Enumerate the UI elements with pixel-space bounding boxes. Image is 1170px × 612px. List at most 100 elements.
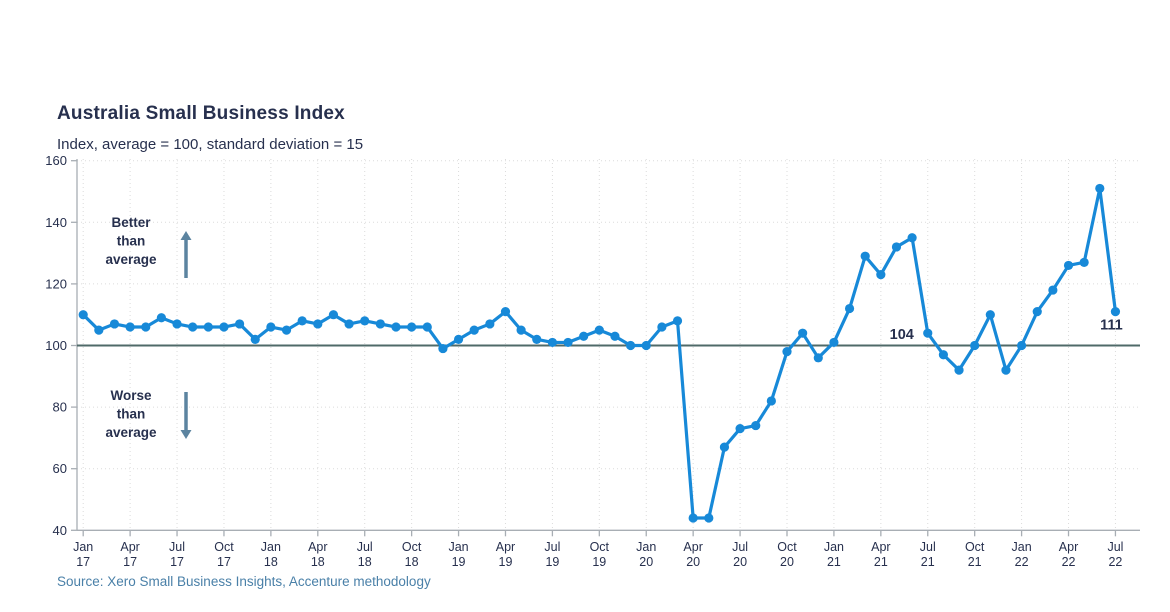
index-line bbox=[81, 186, 1118, 520]
x-tick-label-year: 18 bbox=[311, 555, 325, 569]
data-point bbox=[391, 322, 401, 332]
data-point bbox=[1095, 183, 1105, 194]
x-tick-label-year: 20 bbox=[686, 555, 700, 569]
x-tick-label-month: Jan bbox=[636, 540, 656, 554]
data-point bbox=[672, 316, 683, 326]
x-tick-label-year: 18 bbox=[358, 555, 372, 569]
point-label: 111 bbox=[1100, 318, 1123, 334]
data-point bbox=[125, 322, 135, 332]
x-tick-label-year: 21 bbox=[921, 555, 935, 569]
x-tick-label-month: Jan bbox=[261, 540, 281, 554]
x-tick-label-month: Apr bbox=[496, 540, 515, 554]
data-point bbox=[1017, 340, 1027, 351]
data-point bbox=[219, 322, 229, 332]
data-point bbox=[688, 513, 698, 523]
x-tick-label-year: 21 bbox=[968, 555, 982, 569]
x-tick-label-month: Oct bbox=[214, 540, 234, 554]
data-point bbox=[626, 340, 636, 351]
data-point bbox=[453, 334, 464, 344]
x-tick-label-month: Apr bbox=[308, 540, 327, 554]
data-point bbox=[156, 313, 166, 323]
data-point bbox=[141, 322, 151, 332]
data-point bbox=[735, 424, 745, 434]
data-point bbox=[1048, 285, 1058, 295]
x-tick-label-year: 17 bbox=[123, 555, 137, 569]
data-point bbox=[78, 310, 88, 320]
x-tick-label-year: 21 bbox=[874, 555, 888, 569]
y-tick-label: 160 bbox=[45, 153, 67, 168]
x-tick-label-month: Oct bbox=[590, 540, 610, 554]
data-point bbox=[579, 331, 589, 341]
data-point bbox=[891, 242, 902, 252]
data-point bbox=[516, 325, 526, 335]
data-point bbox=[266, 322, 276, 332]
data-point bbox=[1001, 365, 1011, 375]
data-point bbox=[813, 353, 823, 363]
y-tick-label: 40 bbox=[53, 523, 67, 538]
x-tick-label-year: 22 bbox=[1015, 555, 1029, 569]
data-point bbox=[782, 347, 792, 357]
chart-subtitle: Index, average = 100, standard deviation… bbox=[57, 136, 364, 153]
y-tick-label: 60 bbox=[53, 461, 67, 476]
x-tick-label-month: Jul bbox=[357, 540, 373, 554]
x-tick-label-year: 19 bbox=[452, 555, 466, 569]
data-point bbox=[594, 325, 604, 335]
data-point bbox=[985, 310, 995, 320]
data-point bbox=[547, 337, 558, 348]
data-point bbox=[360, 316, 370, 326]
x-tick-label-year: 22 bbox=[1108, 555, 1122, 569]
x-tick-label-month: Apr bbox=[683, 540, 702, 554]
data-point bbox=[1110, 307, 1121, 317]
data-point bbox=[719, 442, 730, 452]
x-tick-label-month: Oct bbox=[777, 540, 797, 554]
up-arrow-head-icon bbox=[180, 231, 192, 240]
x-tick-label-month: Jan bbox=[73, 540, 93, 554]
y-tick-label: 100 bbox=[45, 338, 67, 353]
x-tick-label-year: 17 bbox=[170, 555, 184, 569]
x-tick-label-year: 18 bbox=[405, 555, 419, 569]
data-point bbox=[422, 322, 432, 332]
data-point bbox=[188, 322, 198, 332]
data-point bbox=[1079, 257, 1089, 267]
y-tick-label: 140 bbox=[45, 215, 67, 230]
y-tick-label: 120 bbox=[45, 276, 67, 291]
x-tick-label-year: 17 bbox=[76, 555, 90, 569]
data-point bbox=[657, 322, 667, 332]
x-tick-label-month: Jul bbox=[732, 540, 748, 554]
x-tick-label-year: 19 bbox=[499, 555, 513, 569]
data-point bbox=[407, 322, 417, 332]
data-point bbox=[281, 325, 292, 335]
data-point bbox=[250, 334, 260, 344]
x-tick-label-year: 18 bbox=[264, 555, 278, 569]
data-point bbox=[109, 319, 120, 329]
data-point bbox=[798, 328, 808, 338]
data-point bbox=[970, 340, 980, 351]
worse-than-average-label: average bbox=[105, 425, 157, 440]
x-tick-label-month: Jul bbox=[1107, 540, 1123, 554]
data-point bbox=[704, 513, 714, 523]
data-point bbox=[610, 331, 620, 341]
data-point bbox=[344, 319, 354, 329]
x-tick-label-year: 19 bbox=[592, 555, 606, 569]
data-point bbox=[297, 316, 307, 326]
x-tick-label-month: Jan bbox=[824, 540, 844, 554]
better-than-average-label: than bbox=[117, 234, 146, 249]
data-point bbox=[860, 251, 870, 261]
data-point bbox=[751, 420, 761, 431]
data-point bbox=[844, 303, 855, 314]
data-point bbox=[829, 337, 839, 348]
x-tick-label-year: 20 bbox=[780, 555, 794, 569]
x-tick-label-month: Jul bbox=[169, 540, 185, 554]
y-tick-label: 80 bbox=[53, 400, 67, 415]
x-tick-label-month: Jan bbox=[1012, 540, 1032, 554]
x-tick-label-month: Oct bbox=[965, 540, 985, 554]
x-tick-label-year: 19 bbox=[545, 555, 559, 569]
data-point bbox=[203, 322, 213, 332]
data-point bbox=[172, 319, 182, 329]
x-tick-label-month: Apr bbox=[120, 540, 139, 554]
data-point bbox=[641, 340, 651, 351]
better-than-average-label: average bbox=[105, 252, 157, 267]
data-point bbox=[438, 343, 448, 354]
x-tick-label-month: Oct bbox=[402, 540, 422, 554]
